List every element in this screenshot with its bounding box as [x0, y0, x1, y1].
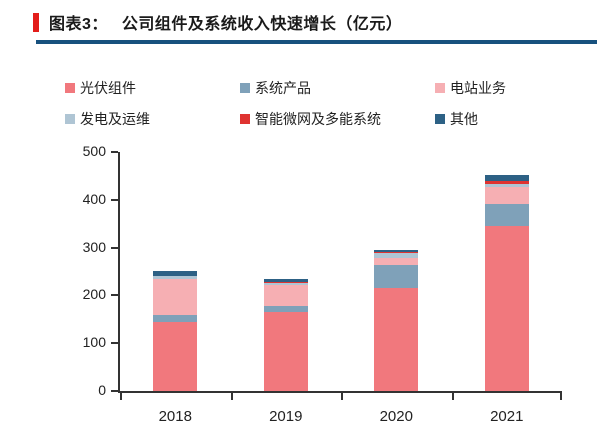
legend-label: 光伏组件	[80, 80, 136, 96]
red-bullet-marker	[33, 12, 39, 32]
x-axis-tick	[560, 393, 562, 400]
page-title: 公司组件及系统收入快速增长（亿元）	[121, 16, 403, 33]
legend-item: 电站业务	[435, 78, 506, 98]
bar-segment-系统产品	[263, 305, 308, 313]
legend-item: 光伏组件	[65, 78, 240, 98]
legend-label: 系统产品	[255, 80, 311, 96]
title-underline	[36, 40, 597, 44]
bar-segment-系统产品	[484, 203, 529, 226]
bar-segment-系统产品	[153, 314, 198, 322]
bar-segment-发电及运维	[484, 184, 529, 188]
bar-segment-智能微网及多能系统	[484, 181, 529, 185]
bar-segment-发电及运维	[374, 253, 419, 258]
y-axis-label: 400	[82, 190, 106, 207]
x-axis-tick	[230, 393, 233, 400]
figure-title: 图表3： 公司组件及系统收入快速增长（亿元）	[33, 10, 402, 34]
bar-segment-电站业务	[153, 279, 198, 315]
bar-segment-其他	[263, 278, 308, 283]
figure-number: 图表3：	[49, 16, 108, 33]
bar-segment-光伏组件	[374, 288, 419, 391]
legend-swatch	[435, 83, 445, 93]
y-axis-label: 100	[82, 334, 106, 351]
x-axis-label: 2018	[158, 408, 192, 425]
y-axis-tick	[111, 342, 118, 345]
y-axis-tick	[111, 151, 118, 153]
legend-item: 其他	[435, 109, 506, 129]
bar-segment-其他	[484, 174, 529, 182]
legend-swatch	[65, 114, 75, 124]
y-axis-label: 0	[98, 382, 106, 398]
bar-segment-其他	[374, 249, 419, 253]
legend-label: 智能微网及多能系统	[255, 111, 381, 127]
legend-item: 智能微网及多能系统	[240, 109, 435, 129]
x-axis-label: 2019	[269, 408, 303, 425]
legend-swatch	[240, 83, 250, 93]
y-axis-label: 300	[82, 238, 106, 255]
bar-2021	[484, 174, 529, 391]
bar-segment-发电及运维	[263, 282, 308, 286]
x-axis-tick	[120, 393, 122, 400]
x-axis-label: 2020	[379, 408, 413, 425]
bar-segment-智能微网及多能系统	[374, 252, 419, 254]
legend-label: 电站业务	[450, 80, 506, 96]
y-axis-label: 200	[82, 286, 106, 303]
x-axis-label: 2021	[490, 408, 524, 425]
legend-label: 其他	[450, 111, 478, 127]
legend-label: 发电及运维	[80, 111, 150, 127]
bar-segment-光伏组件	[263, 312, 308, 391]
legend-swatch	[65, 83, 75, 93]
y-axis-tick	[111, 246, 118, 249]
legend-item: 系统产品	[240, 78, 435, 98]
bar-2020	[374, 249, 419, 391]
bar-segment-光伏组件	[484, 225, 529, 391]
legend-swatch	[240, 114, 250, 124]
bar-segment-电站业务	[374, 257, 419, 266]
bar-segment-其他	[153, 270, 198, 276]
bar-2019	[263, 278, 308, 391]
bar-segment-电站业务	[263, 285, 308, 306]
y-axis-label: 500	[82, 143, 106, 159]
y-axis-tick	[111, 294, 118, 297]
legend: 光伏组件 系统产品 电站业务 发电及运维 智能微网及多能系统 其他	[65, 78, 506, 129]
x-axis-tick	[451, 393, 454, 400]
x-axis-tick	[341, 393, 343, 400]
y-axis-tick	[111, 198, 118, 201]
bar-segment-系统产品	[374, 265, 419, 289]
bar-segment-发电及运维	[153, 276, 198, 280]
legend-item: 发电及运维	[65, 109, 240, 129]
bar-segment-电站业务	[484, 187, 529, 204]
bar-segment-光伏组件	[153, 321, 198, 391]
legend-swatch	[435, 114, 445, 124]
bar-2018	[153, 270, 198, 391]
y-axis-tick	[111, 390, 118, 392]
plot-area: 0 100 200 300 400 500 2018 2019 2020 2021	[83, 143, 562, 425]
